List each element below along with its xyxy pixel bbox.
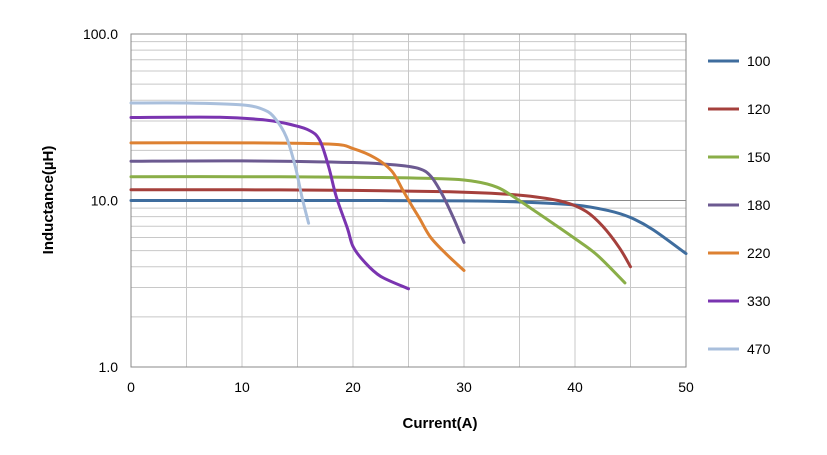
legend-label-120: 120 <box>747 101 771 117</box>
y-tick-label: 100.0 <box>83 26 118 42</box>
series-line-150 <box>129 175 627 285</box>
series-line-180 <box>129 159 466 244</box>
series-line-330 <box>129 115 410 291</box>
legend-label-180: 180 <box>747 197 771 213</box>
x-tick-label: 40 <box>567 379 583 395</box>
series-lines <box>129 101 688 291</box>
x-axis-title: Current(A) <box>403 415 478 432</box>
legend-label-220: 220 <box>747 245 771 261</box>
legend-label-470: 470 <box>747 341 771 357</box>
x-tick-label: 0 <box>127 379 135 395</box>
x-tick-label: 10 <box>234 379 250 395</box>
series-line-220 <box>129 141 466 272</box>
y-tick-label: 10.0 <box>91 193 118 209</box>
legend-label-150: 150 <box>747 149 771 165</box>
legend-label-100: 100 <box>747 53 771 69</box>
x-tick-label: 30 <box>456 379 472 395</box>
y-axis-title: Inductance(µH) <box>40 146 57 255</box>
series-line-470 <box>129 101 311 225</box>
series-line-120 <box>129 188 632 269</box>
x-tick-label: 50 <box>678 379 694 395</box>
legend-label-330: 330 <box>747 293 771 309</box>
x-tick-label: 20 <box>345 379 361 395</box>
y-tick-label: 1.0 <box>99 359 119 375</box>
legend: 100 120 150 180 220 330 470 <box>708 53 771 357</box>
